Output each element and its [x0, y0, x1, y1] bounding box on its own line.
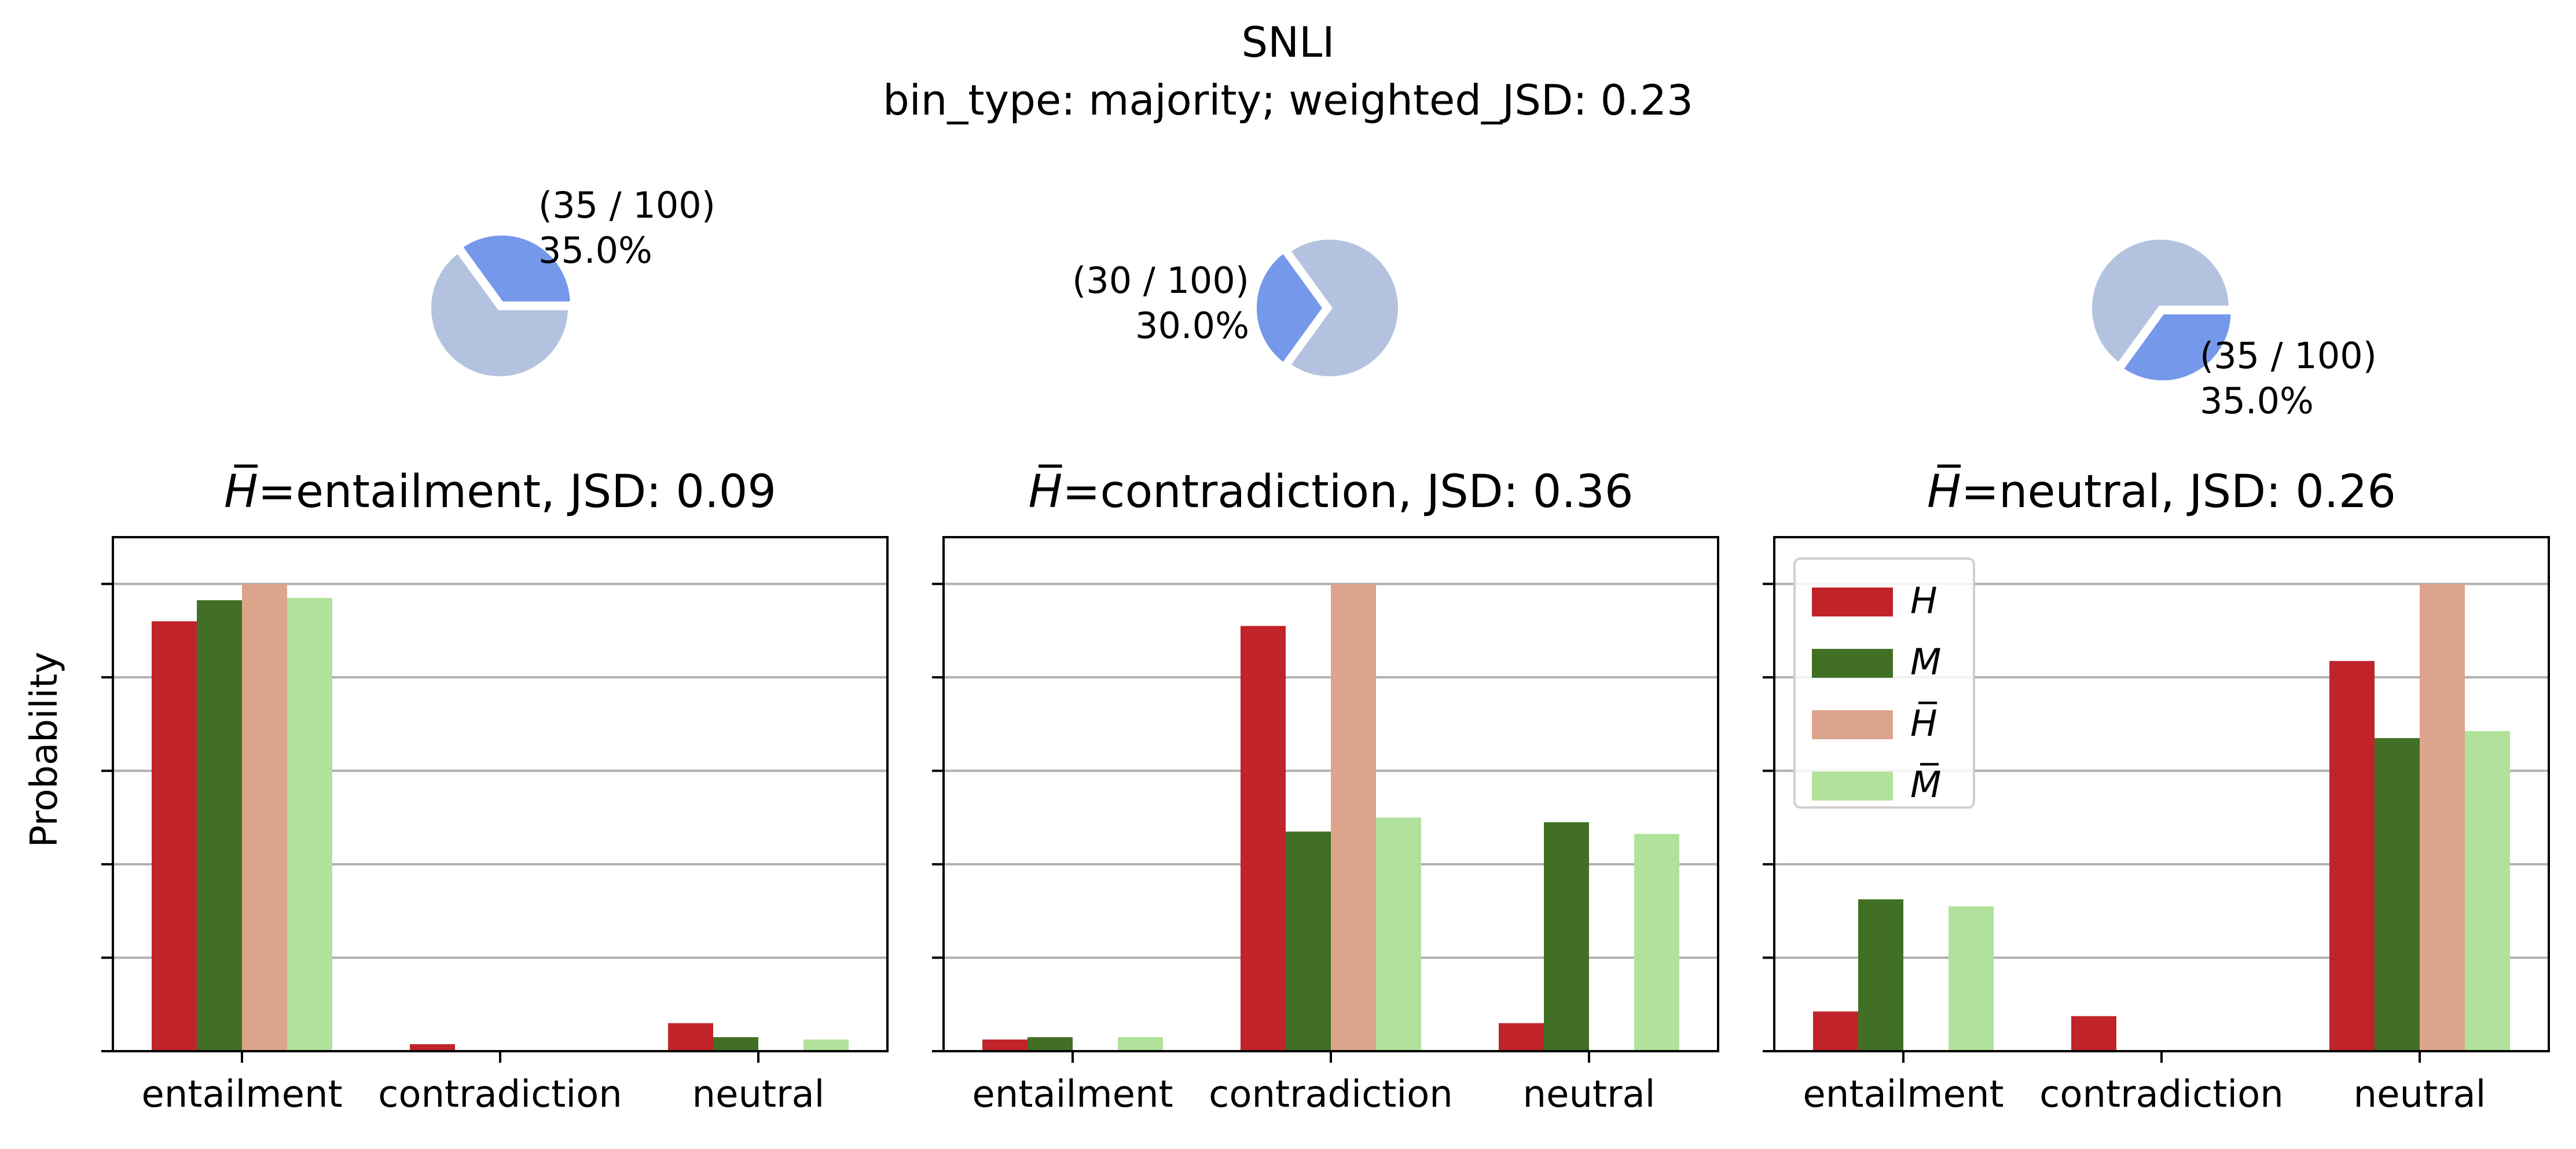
panel-title-text: H̅=contradiction, JSD: 0.36 — [1029, 464, 1634, 518]
legend-swatch-h — [1812, 588, 1893, 616]
legend-swatch-h-bar — [1812, 710, 1893, 739]
bar-m-bar-entailment — [287, 597, 332, 1051]
bar-m-bar-contradiction — [1376, 817, 1421, 1051]
bar-h-contradiction — [410, 1044, 455, 1051]
bar-h-contradiction — [1241, 626, 1286, 1051]
bar-m-bar-neutral — [1634, 834, 1679, 1051]
legend-label: M — [1910, 641, 1942, 683]
bar-panel-1: entailment contradiction neutral H̅=entailm… — [101, 464, 889, 1116]
y-axis-label: Probability — [23, 652, 66, 847]
bar-h-bar-contradiction — [1331, 583, 1376, 1051]
bar-h-bar-entailment — [242, 583, 287, 1051]
panel-title-symbol: H̅ — [224, 464, 258, 518]
panel-title-symbol: H̅ — [1029, 464, 1063, 518]
pie-highlight-slice — [1252, 247, 1328, 369]
legend-label: H̅ — [1910, 702, 1937, 744]
panel-title-text: H̅=neutral, JSD: 0.26 — [1927, 464, 2396, 518]
bar-m-bar-entailment — [1118, 1037, 1163, 1051]
bar-h-entailment — [1813, 1011, 1858, 1051]
bar-h-entailment — [982, 1039, 1028, 1051]
panel-title-value: =contradiction, JSD: 0.36 — [1062, 466, 1633, 518]
chart-panels: entailment contradiction neutralH̅=entailm… — [101, 184, 2550, 1116]
bar-h-contradiction — [2071, 1016, 2116, 1051]
x-tick-label: contradiction — [1209, 1073, 1453, 1116]
pie-count-label: (30 / 100) — [1072, 259, 1249, 302]
legend-swatch-m — [1812, 649, 1893, 678]
pie-highlight-slice — [2118, 310, 2236, 386]
panel-title-value: =neutral, JSD: 0.26 — [1961, 466, 2396, 518]
x-tick-label: neutral — [1523, 1073, 1656, 1116]
figure-subtitle: bin_type: majority; weighted_JSD: 0.23 — [883, 76, 1693, 124]
bar-h-entailment — [152, 621, 197, 1051]
bar-m-neutral — [1544, 822, 1589, 1051]
bar-h-neutral — [1499, 1023, 1544, 1051]
x-tick-label: entailment — [141, 1073, 342, 1116]
x-tick-label: contradiction — [2039, 1073, 2284, 1116]
x-tick-label: neutral — [692, 1073, 825, 1116]
bar-m-bar-neutral — [2465, 731, 2510, 1051]
pie-percent-label: 35.0% — [2200, 380, 2314, 422]
x-tick-label: contradiction — [378, 1073, 622, 1116]
pie-percent-label: 30.0% — [1135, 304, 1249, 347]
bar-h-neutral — [668, 1023, 713, 1051]
bar-panel-3: entailment contradiction neutralH̅=neutral… — [1763, 464, 2550, 1116]
pie-chart-3: (35 / 100)35.0% — [2087, 235, 2377, 422]
pie-chart-1: (35 / 100)35.0% — [427, 184, 715, 381]
bar-h-neutral — [2329, 660, 2375, 1051]
bar-m-neutral — [713, 1037, 758, 1051]
pie-rest-slice — [2087, 235, 2234, 369]
bar-m-neutral — [2375, 738, 2420, 1051]
panel-title-value: =entailment, JSD: 0.09 — [258, 466, 776, 518]
legend-label: M̅ — [1910, 763, 1942, 806]
x-tick-label: neutral — [2354, 1073, 2486, 1116]
panel-title: H̅=contradiction, JSD: 0.36 — [1029, 464, 1634, 518]
pie-count-label: (35 / 100) — [538, 184, 715, 226]
bar-h-bar-neutral — [2420, 583, 2465, 1051]
legend: HM H̅ M̅ — [1793, 557, 1975, 809]
bar-m-bar-neutral — [803, 1039, 849, 1051]
bar-m-entailment — [1858, 899, 1903, 1051]
legend-box — [1793, 557, 1975, 809]
legend-label: H — [1910, 579, 1937, 622]
pie-count-label: (35 / 100) — [2200, 335, 2377, 377]
bar-m-entailment — [1028, 1037, 1073, 1051]
legend-swatch-m-bar — [1812, 772, 1893, 801]
bar-m-bar-entailment — [1948, 906, 1994, 1051]
x-tick-label: entailment — [1803, 1073, 2003, 1116]
pie-rest-slice — [427, 247, 573, 381]
x-tick-label: entailment — [972, 1073, 1173, 1116]
bar-panel-2: entailment contradiction neutral H̅=contrad… — [932, 464, 1719, 1116]
panel-title: H̅=neutral, JSD: 0.26 — [1927, 464, 2396, 518]
panel-title-symbol: H̅ — [1927, 464, 1961, 518]
panel-title-text: H̅=entailment, JSD: 0.09 — [224, 464, 776, 518]
figure-title: SNLI — [1242, 18, 1335, 67]
bar-m-entailment — [197, 600, 242, 1051]
pie-chart-2: (30 / 100)30.0% — [1072, 235, 1403, 381]
panel-title: H̅=entailment, JSD: 0.09 — [224, 464, 776, 518]
pie-rest-slice — [1285, 235, 1403, 381]
pie-highlight-slice — [457, 230, 575, 306]
pie-percent-label: 35.0% — [538, 229, 652, 271]
bar-m-contradiction — [1286, 831, 1331, 1051]
